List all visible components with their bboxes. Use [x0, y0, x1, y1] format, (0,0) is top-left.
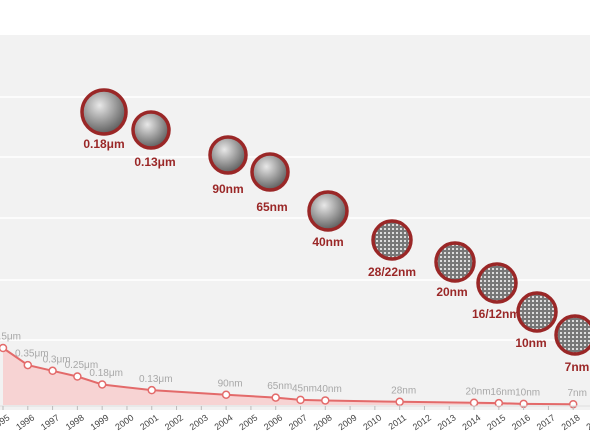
x-tick-label: 2005: [237, 412, 259, 432]
point: [395, 397, 404, 407]
callout-label: 16/12nm: [472, 307, 520, 321]
callout-label: 28/22nm: [368, 265, 416, 279]
x-tick-label: 1997: [39, 412, 61, 432]
value-label: 90nm: [218, 378, 243, 389]
x-tick-label: 2004: [212, 412, 234, 432]
x-tick-label: 1999: [89, 412, 111, 432]
point: [321, 396, 330, 405]
value-label: 0.3μm: [43, 354, 71, 365]
point: [0, 343, 8, 353]
x-tick-label: 2015: [485, 412, 507, 432]
point: [97, 380, 107, 389]
x-tick-label: 2012: [411, 412, 433, 432]
x-tick-label: 2001: [138, 412, 160, 432]
value-label: 0.25μm: [65, 360, 99, 371]
x-tick-label: 2017: [535, 412, 557, 432]
value-label: 28nm: [391, 385, 416, 396]
callout-label: 65nm: [256, 200, 287, 214]
callout-label: 90nm: [212, 182, 243, 196]
callout-label: 0.13μm: [134, 155, 175, 169]
value-label: 0.13μm: [139, 374, 173, 385]
callout-image: [476, 262, 518, 304]
point: [23, 360, 33, 370]
point: [73, 372, 82, 381]
x-tick-label: 1995: [0, 412, 12, 432]
point: [271, 393, 280, 402]
x-tick-label: 1996: [14, 412, 36, 432]
value-label: 7nm: [567, 388, 586, 399]
value-label: 40nm: [317, 384, 342, 395]
x-tick-label: 2014: [460, 412, 482, 432]
x-tick-label: 2010: [361, 412, 383, 432]
point: [296, 395, 305, 405]
value-label: 16nm: [490, 387, 515, 398]
x-tick-label: 2002: [163, 412, 185, 432]
callout-image: [434, 241, 476, 283]
area: [3, 348, 574, 405]
x-tick-label: 2006: [262, 412, 284, 432]
callout-image: [131, 110, 171, 150]
x-tick-label: 2018: [560, 412, 582, 432]
x-tick-label: 2019: [584, 412, 590, 432]
value-label: 0.35μm: [15, 349, 49, 360]
callout-label: 40nm: [312, 235, 343, 249]
value-label: 20nm: [466, 386, 491, 397]
callout-image: [516, 291, 558, 333]
callout-image: [307, 190, 349, 232]
callout-image: [208, 135, 248, 175]
point: [221, 390, 231, 399]
callout-image: [80, 88, 128, 136]
callout-label: 10nm: [515, 336, 546, 350]
callout-label: 7nm: [565, 360, 590, 374]
value-label: 0.18μm: [89, 368, 123, 379]
x-tick-label: 2009: [336, 412, 358, 432]
callout-image: [250, 152, 290, 192]
callout-image: [554, 314, 590, 356]
callout-image: [371, 219, 413, 261]
x-tick-label: 2016: [510, 412, 532, 432]
x-tick-label: 2000: [113, 412, 135, 432]
x-tick-label: 2011: [387, 412, 409, 431]
callout-label: 20nm: [436, 285, 467, 299]
point: [469, 398, 479, 407]
x-tick-label: 2003: [188, 412, 210, 432]
x-tick-label: 2008: [312, 412, 334, 432]
value-label: 45nm: [292, 384, 317, 395]
x-tick-label: 1998: [64, 412, 86, 432]
x-tick-label: 2013: [436, 412, 458, 432]
point: [147, 385, 156, 395]
plot-background: [0, 35, 590, 410]
point: [48, 366, 57, 376]
value-label: 10nm: [515, 388, 540, 399]
x-tick-label: 2007: [287, 412, 309, 432]
value-label: 0.5μm: [0, 332, 21, 343]
callout-label: 0.18μm: [83, 137, 124, 151]
value-label: 65nm: [267, 381, 292, 392]
